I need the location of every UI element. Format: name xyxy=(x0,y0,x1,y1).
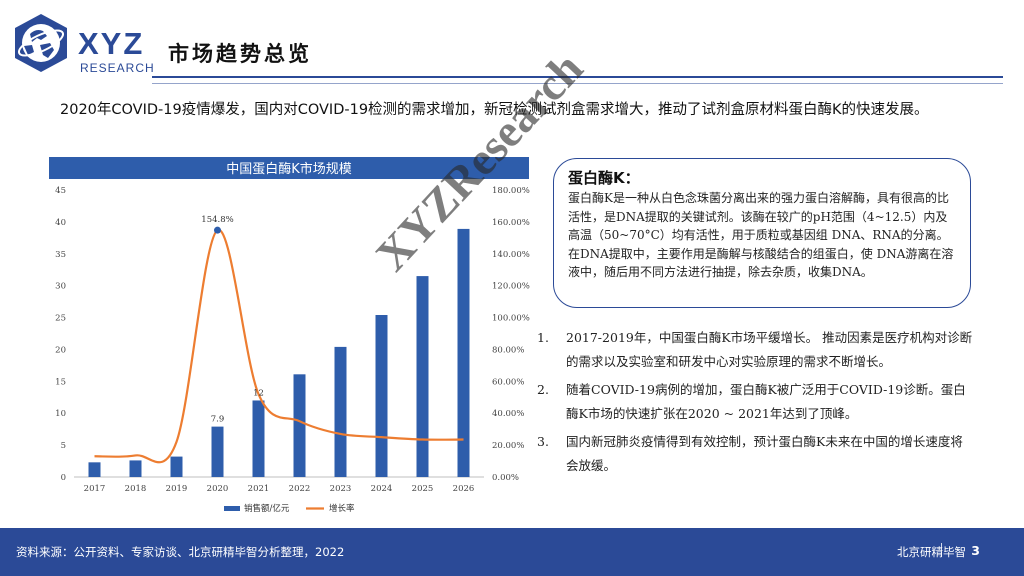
legend-line-label: 增长率 xyxy=(329,503,355,514)
intro-paragraph: 2020年COVID-19疫情爆发，国内对COVID-19检测的需求增加，新冠检… xyxy=(60,102,929,118)
list-number: 3. xyxy=(537,434,549,449)
x-tick-label: 2023 xyxy=(330,484,352,494)
y-left-tick-label: 25 xyxy=(55,314,66,324)
bar-data-label: 7.9 xyxy=(211,415,225,425)
y-left-tick-label: 30 xyxy=(55,282,66,292)
y-right-tick-label: 160.00% xyxy=(492,218,530,228)
y-left-tick-label: 5 xyxy=(61,441,66,451)
y-right-tick-label: 140.00% xyxy=(492,250,530,260)
x-tick-label: 2018 xyxy=(125,484,147,494)
peak-marker xyxy=(214,226,221,234)
left-axis: 0 5 10 15 20 25 30 35 40 45 xyxy=(55,186,66,483)
key-points-list: 1. 2017-2019年，中国蛋白酶K市场平缓增长。 推动因素是医疗机构对诊断… xyxy=(534,326,974,482)
x-tick-label: 2026 xyxy=(453,484,475,494)
y-right-tick-label: 0.00% xyxy=(492,473,519,483)
y-left-tick-label: 10 xyxy=(55,409,66,419)
y-right-tick-label: 180.00% xyxy=(492,186,530,196)
y-right-tick-label: 40.00% xyxy=(492,409,524,419)
bar xyxy=(375,315,388,477)
footer-separator xyxy=(941,543,942,557)
y-right-tick-label: 120.00% xyxy=(492,282,530,292)
y-left-tick-label: 45 xyxy=(55,186,66,196)
x-tick-label: 2024 xyxy=(371,484,393,494)
chart-title-band xyxy=(49,157,529,179)
list-item: 1. 2017-2019年，中国蛋白酶K市场平缓增长。 推动因素是医疗机构对诊断… xyxy=(534,326,974,374)
list-number: 1. xyxy=(537,330,549,345)
bar xyxy=(252,400,265,477)
callout-text: 蛋白酶K是一种从白色念珠菌分离出来的强力蛋白溶解酶，具有很高的比活性，是DNA提… xyxy=(568,191,954,279)
header-divider xyxy=(152,76,1003,78)
y-right-tick-label: 60.00% xyxy=(492,377,524,387)
bar xyxy=(416,276,429,477)
list-item: 3. 国内新冠肺炎疫情得到有效控制，预计蛋白酶K未来在中国的增长速度将会放缓。 xyxy=(534,430,974,478)
page-number: 3 xyxy=(971,543,980,558)
x-tick-label: 2017 xyxy=(84,484,106,494)
callout-title: 蛋白酶K： xyxy=(568,169,640,187)
y-right-tick-label: 20.00% xyxy=(492,441,524,451)
proteinase-k-callout: 蛋白酶K： 蛋白酶K是一种从白色念珠菌分离出来的强力蛋白溶解酶，具有很高的比活性… xyxy=(553,158,971,308)
list-text: 随着COVID-19病例的增加，蛋白酶K被广泛用于COVID-19诊断。蛋白酶K… xyxy=(566,382,966,421)
bar-data-label: 12 xyxy=(253,388,264,398)
list-text: 2017-2019年，中国蛋白酶K市场平缓增长。 推动因素是医疗机构对诊断的需求… xyxy=(566,330,973,369)
x-axis-labels: 2017 2018 2019 2020 2021 2022 2023 2024 2025 2026 xyxy=(84,484,475,494)
x-tick-label: 2022 xyxy=(289,484,311,494)
legend-bar-swatch xyxy=(224,506,240,511)
growth-line xyxy=(94,229,464,464)
footer-bar: 资料来源：公开资料、专家访谈、北京研精毕智分析整理，2022 北京研精毕智 3 xyxy=(0,528,1024,576)
legend-bar-label: 销售额/亿元 xyxy=(244,503,290,514)
y-left-tick-label: 35 xyxy=(55,250,66,260)
growth-line-series xyxy=(94,229,464,464)
bar xyxy=(170,456,183,477)
footer-source: 资料来源：公开资料、专家访谈、北京研精毕智分析整理，2022 xyxy=(16,545,345,559)
y-left-tick-label: 20 xyxy=(55,345,66,355)
list-text: 国内新冠肺炎疫情得到有效控制，预计蛋白酶K未来在中国的增长速度将会放缓。 xyxy=(566,434,963,473)
y-left-tick-label: 0 xyxy=(61,473,66,483)
market-size-chart: 中国蛋白酶K市场规模 0 5 10 15 20 25 30 35 40 45 0.00% 20.00… xyxy=(44,157,534,522)
y-right-tick-label: 100.00% xyxy=(492,314,530,324)
right-axis: 0.00% 20.00% 40.00% 60.00% 80.00% 100.00% 120.… xyxy=(492,186,530,483)
footer-org: 北京研精毕智 xyxy=(897,545,966,559)
company-logo: XYZ RESEARCH xyxy=(10,12,160,75)
bar xyxy=(88,462,101,477)
list-number: 2. xyxy=(537,382,549,397)
header-divider-thin xyxy=(152,83,1003,84)
logo-subtext: RESEARCH xyxy=(80,61,155,75)
chart-legend: 销售额/亿元 增长率 xyxy=(224,503,355,514)
x-tick-label: 2020 xyxy=(207,484,229,494)
x-tick-label: 2019 xyxy=(166,484,188,494)
x-tick-label: 2021 xyxy=(248,484,270,494)
list-item: 2. 随着COVID-19病例的增加，蛋白酶K被广泛用于COVID-19诊断。蛋… xyxy=(534,378,974,426)
bar xyxy=(293,374,306,477)
page-title: 市场趋势总览 xyxy=(168,42,312,66)
bar xyxy=(457,228,470,477)
y-left-tick-label: 40 xyxy=(55,218,66,228)
x-tick-label: 2025 xyxy=(412,484,434,494)
y-left-tick-label: 15 xyxy=(55,377,66,387)
bar-series xyxy=(88,228,470,477)
y-right-tick-label: 80.00% xyxy=(492,345,524,355)
data-labels: 7.9 154.8% 12 xyxy=(201,215,264,424)
bar xyxy=(211,426,224,477)
bar xyxy=(129,460,142,477)
line-data-label: 154.8% xyxy=(201,215,233,225)
bar xyxy=(334,346,347,477)
chart-title: 中国蛋白酶K市场规模 xyxy=(226,161,352,177)
globe-logo-icon xyxy=(15,14,67,72)
logo-text: XYZ xyxy=(78,26,145,61)
